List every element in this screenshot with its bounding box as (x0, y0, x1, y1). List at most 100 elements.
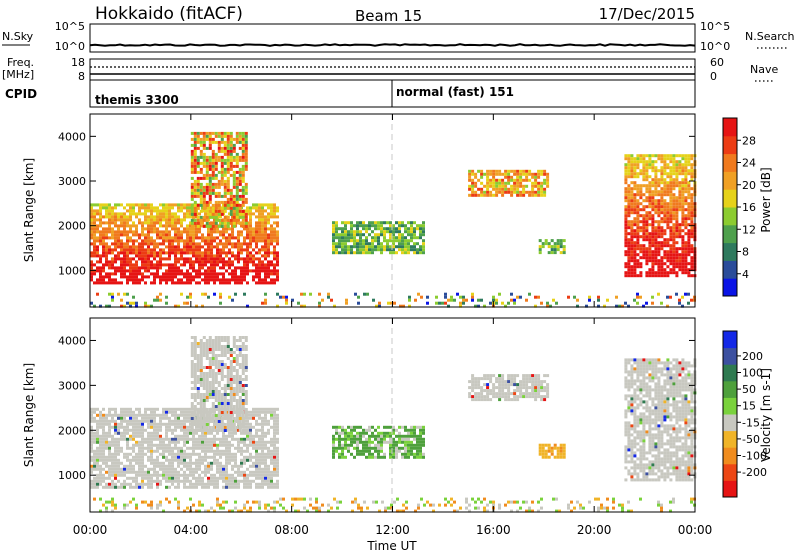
echo-cell (270, 236, 273, 240)
echo-cell (624, 208, 628, 212)
echo-cell (627, 220, 631, 224)
echo-cell (147, 245, 150, 249)
echo-cell (368, 227, 371, 231)
echo-cell (690, 223, 694, 227)
echo-cell (645, 166, 649, 170)
echo-cell (90, 467, 93, 471)
echo-cell (216, 254, 219, 258)
echo-cell (255, 242, 258, 246)
echo-cell (126, 248, 129, 252)
echo-cell (231, 203, 234, 207)
echo-cell (228, 440, 231, 444)
echo-cell (341, 251, 344, 255)
echo-cell (171, 455, 174, 459)
echo-cell (687, 253, 691, 257)
echo-cell (492, 181, 496, 185)
echo-cell (99, 218, 102, 222)
echo-cell (642, 172, 646, 176)
echo-cell (171, 476, 174, 480)
echo-cell (404, 239, 407, 243)
echo-cell (231, 452, 234, 456)
echo-cell (684, 256, 688, 260)
echo-cell (489, 178, 493, 182)
echo-cell (135, 203, 138, 207)
echo-cell (630, 163, 634, 167)
echo-cell (270, 473, 273, 477)
echo-cell (267, 269, 270, 273)
date-label: 17/Dec/2015 (599, 5, 695, 23)
echo-cell (669, 157, 673, 161)
echo-cell (204, 212, 207, 216)
echo-cell (636, 220, 640, 224)
echo-cell (156, 473, 159, 477)
echo-cell (690, 202, 694, 206)
echo-cell (240, 266, 243, 270)
echo-cell (238, 206, 242, 210)
echo-cell (189, 485, 192, 489)
echo-cell (159, 443, 162, 447)
echo-cell (489, 190, 493, 194)
echo-cell (144, 269, 147, 273)
echo-cell (147, 473, 150, 477)
echo-cell (246, 476, 249, 480)
echo-cell (90, 254, 93, 258)
echo-cell (633, 256, 637, 260)
echo-cell (273, 203, 276, 207)
echo-cell (90, 301, 93, 305)
echo-cell (171, 467, 174, 471)
echo-cell (422, 227, 425, 231)
echo-cell (654, 247, 658, 251)
echo-cell (234, 476, 237, 480)
echo-cell (156, 470, 159, 474)
echo-cell (389, 251, 392, 255)
echo-cell (540, 190, 544, 194)
echo-cell (202, 224, 206, 228)
echo-cell (189, 212, 192, 216)
echo-cell (198, 248, 201, 252)
echo-cell (114, 260, 117, 264)
echo-cell (645, 163, 649, 167)
echo-cell (225, 227, 228, 231)
echo-cell (183, 230, 186, 234)
echo-cell (201, 470, 204, 474)
echo-cell (226, 197, 230, 201)
echo-cell (162, 203, 165, 207)
echo-cell (226, 369, 230, 372)
echo-cell (678, 208, 682, 212)
echo-cell (261, 221, 264, 225)
echo-cell (522, 184, 526, 188)
echo-cell (129, 482, 132, 486)
echo-cell (102, 242, 105, 246)
echo-cell (681, 154, 685, 158)
echo-cell (96, 251, 99, 255)
echo-cell (501, 181, 505, 185)
echo-cell (208, 167, 212, 171)
echo-cell (261, 212, 264, 216)
echo-cell (205, 429, 209, 432)
echo-cell (96, 269, 99, 273)
echo-cell (153, 251, 156, 255)
echo-cell (120, 263, 123, 267)
echo-cell (168, 242, 171, 246)
echo-cell (132, 269, 135, 273)
echo-cell (196, 375, 200, 378)
echo-cell (513, 172, 517, 176)
echo-cell (374, 233, 377, 237)
echo-cell (359, 251, 362, 255)
echo-cell (678, 298, 681, 302)
echo-cell (90, 434, 93, 438)
echo-cell (153, 449, 156, 453)
echo-cell (111, 416, 114, 420)
echo-cell (96, 476, 99, 480)
echo-cell (335, 236, 338, 240)
echo-cell (404, 242, 407, 246)
echo-cell (183, 272, 186, 276)
echo-cell (192, 467, 195, 471)
echo-cell (675, 232, 679, 236)
echo-cell (171, 431, 174, 435)
echo-cell (669, 202, 673, 206)
echo-cell (255, 245, 258, 249)
echo-cell (147, 470, 150, 474)
echo-cell (243, 479, 246, 483)
echo-cell (356, 245, 359, 249)
